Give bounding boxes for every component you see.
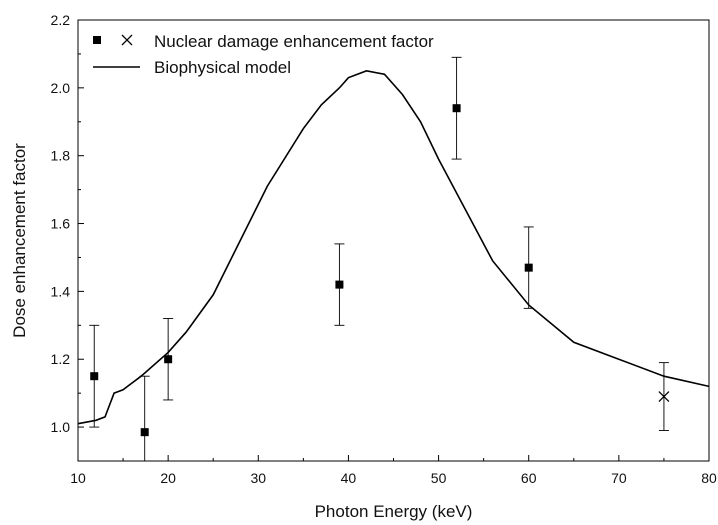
y-axis-title: Dose enhancement factor xyxy=(10,143,29,338)
y-tick-label: 1.4 xyxy=(51,283,71,299)
x-tick-label: 30 xyxy=(250,470,266,486)
x-tick-label: 50 xyxy=(431,470,447,486)
legend-markers-label: Nuclear damage enhancement factor xyxy=(154,32,434,51)
plot-frame xyxy=(77,19,710,462)
data-point-cross xyxy=(658,391,670,403)
data-point-square xyxy=(524,263,533,272)
legend-line-label: Biophysical model xyxy=(154,58,291,77)
y-tick-label: 1.6 xyxy=(51,216,71,232)
data-point-square xyxy=(140,428,149,437)
y-tick-label: 2.2 xyxy=(51,12,71,28)
data-point-square xyxy=(452,104,461,113)
legend-square-marker xyxy=(93,36,101,44)
x-tick-label: 20 xyxy=(160,470,176,486)
legend-cross-marker xyxy=(121,34,133,46)
x-tick-label: 70 xyxy=(611,470,627,486)
x-tick-label: 40 xyxy=(341,470,357,486)
x-tick-label: 60 xyxy=(521,470,537,486)
y-tick-label: 2.0 xyxy=(51,80,71,96)
x-axis-title: Photon Energy (keV) xyxy=(315,502,473,521)
y-tick-label: 1.2 xyxy=(51,351,71,367)
data-point-square xyxy=(164,355,173,364)
model-line xyxy=(77,70,710,425)
x-tick-label: 80 xyxy=(701,470,717,486)
y-tick-label: 1.0 xyxy=(51,419,71,435)
data-point-square xyxy=(90,372,99,381)
y-tick-label: 1.8 xyxy=(51,148,71,164)
data-point-square xyxy=(335,280,344,289)
x-tick-label: 10 xyxy=(70,470,86,486)
